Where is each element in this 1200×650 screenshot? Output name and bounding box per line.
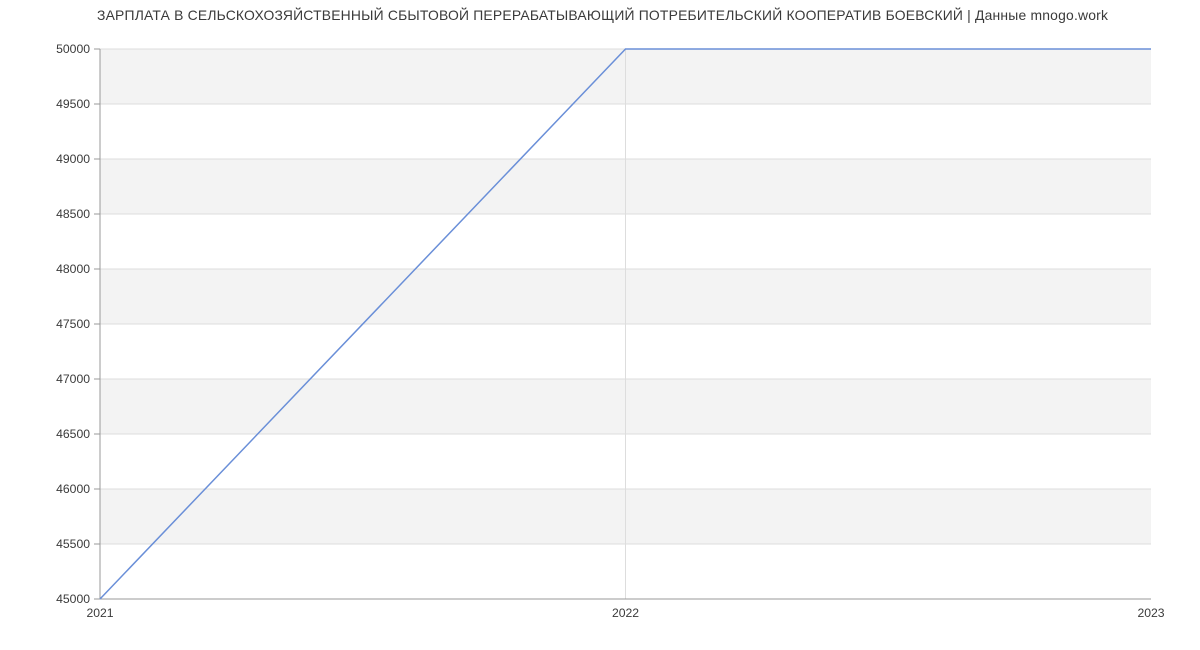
svg-text:46000: 46000: [56, 482, 90, 496]
svg-text:49000: 49000: [56, 152, 90, 166]
svg-text:45500: 45500: [56, 537, 90, 551]
svg-text:49500: 49500: [56, 97, 90, 111]
svg-text:2023: 2023: [1137, 606, 1164, 620]
svg-text:45000: 45000: [56, 592, 90, 606]
svg-text:2021: 2021: [86, 606, 113, 620]
svg-text:48000: 48000: [56, 262, 90, 276]
svg-text:48500: 48500: [56, 207, 90, 221]
svg-text:47000: 47000: [56, 372, 90, 386]
svg-text:2022: 2022: [612, 606, 639, 620]
svg-text:46500: 46500: [56, 427, 90, 441]
svg-text:47500: 47500: [56, 317, 90, 331]
svg-text:50000: 50000: [56, 42, 90, 56]
